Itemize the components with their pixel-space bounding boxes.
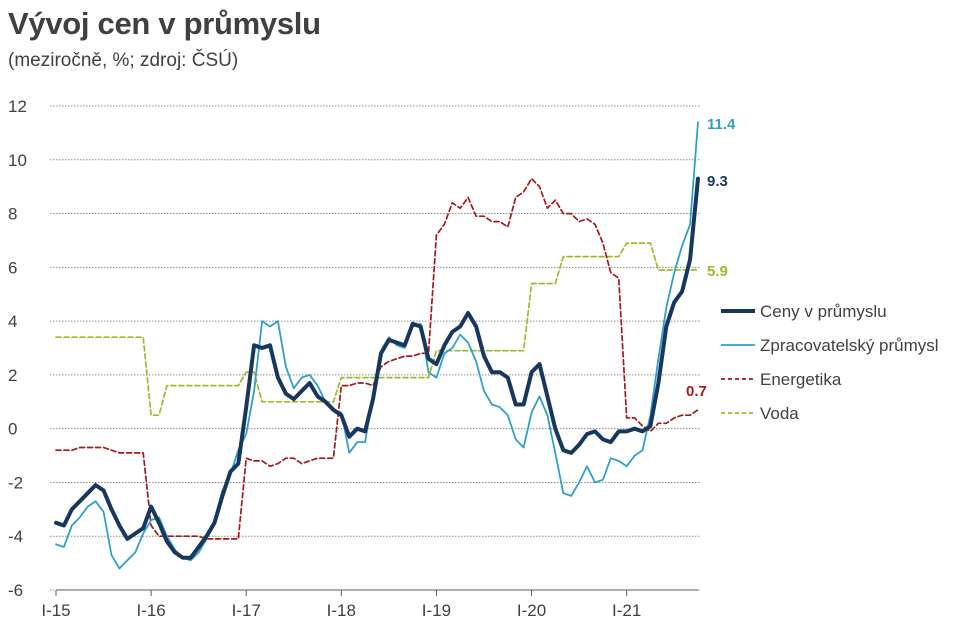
series-lines	[54, 121, 700, 570]
y-tick-label: 2	[8, 366, 17, 385]
legend-label: Voda	[760, 404, 799, 423]
x-tick-label: I-17	[232, 601, 261, 620]
y-tick-label: 10	[8, 151, 27, 170]
x-tick-label: I-20	[517, 601, 546, 620]
y-tick-label: -6	[8, 581, 23, 600]
x-tick-label: I-19	[422, 601, 451, 620]
x-tick-label: I-16	[136, 601, 165, 620]
x-tick-label: I-15	[41, 601, 70, 620]
series-line-ceny-v-prumyslu	[54, 176, 700, 560]
legend-label: Ceny v průmyslu	[760, 302, 887, 321]
chart-title: Vývoj cen v průmyslu	[8, 6, 321, 41]
x-axis: I-15 I-16 I-17 I-18 I-19 I-20 I-21	[41, 589, 698, 620]
y-tick-label: 0	[8, 420, 17, 439]
end-label-voda: 5.9	[707, 263, 728, 280]
series-line-zpracovatelsky-prumysl	[55, 121, 699, 570]
series-line-energetika	[55, 177, 699, 540]
end-label-energetika: 0.7	[686, 383, 707, 400]
end-label-zpracovatelsky-prumysl: 11.4	[707, 116, 736, 133]
end-label-ceny-v-prumyslu: 9.3	[707, 173, 728, 190]
legend: Ceny v průmyslu Zpracovatelský průmysl Ene…	[721, 302, 939, 423]
y-tick-label: 4	[8, 312, 17, 331]
y-tick-label: 12	[8, 97, 27, 116]
x-tick-label: I-21	[612, 601, 641, 620]
y-tick-label: 8	[8, 205, 17, 224]
chart-subtitle: (meziročně, %; zdroj: ČSÚ)	[8, 50, 239, 71]
y-tick-label: -2	[8, 473, 23, 492]
end-labels: 9.3 11.4 0.7 5.9	[686, 116, 736, 400]
x-tick-label: I-18	[327, 601, 356, 620]
y-tick-label: -4	[8, 527, 23, 546]
y-tick-label: 6	[8, 258, 17, 277]
legend-label: Energetika	[760, 370, 842, 389]
series-line-voda	[55, 242, 699, 417]
y-axis-ticks: -6 -4 -2 0 2 4 6 8 10 12	[8, 97, 27, 600]
legend-label: Zpracovatelský průmysl	[760, 336, 939, 355]
